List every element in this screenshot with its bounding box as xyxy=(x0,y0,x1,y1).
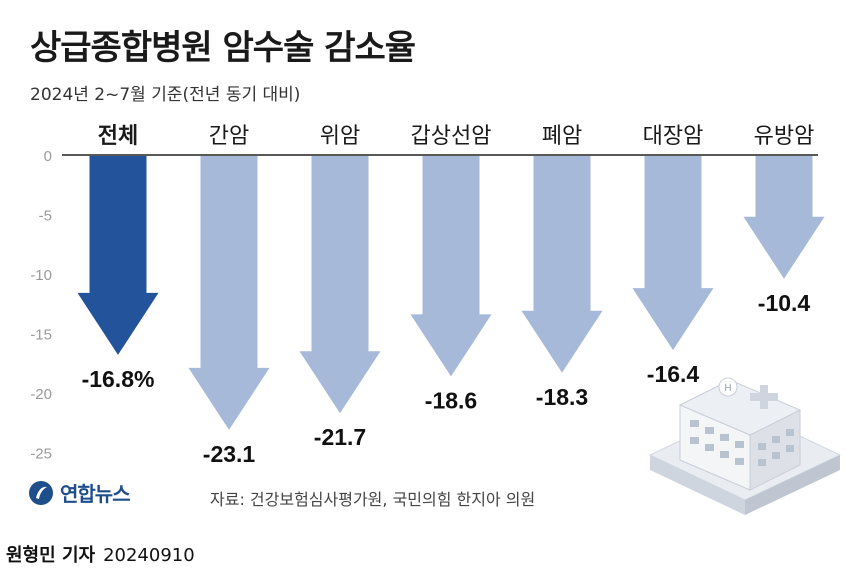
yonhap-logo-icon xyxy=(29,480,53,505)
value-label: -10.4 xyxy=(758,290,811,316)
value-label: -23.1 xyxy=(203,441,256,467)
y-axis: 0 -5 -10 -15 -20 -25 xyxy=(30,148,818,463)
y-tick-label: -10 xyxy=(30,267,52,284)
byline-date: 20240910 xyxy=(103,545,195,566)
value-label: -18.3 xyxy=(536,384,588,410)
y-tick-label: 0 xyxy=(44,148,52,165)
arrow-bar xyxy=(632,156,714,351)
arrow-bar xyxy=(77,156,159,355)
yonhap-logo: 연합뉴스 xyxy=(28,478,131,507)
byline-name: 원형민 기자 xyxy=(6,545,96,566)
source-note: 자료: 건강보험심사평가원, 국민의힘 한지아 의원 xyxy=(210,490,536,509)
page-subtitle: 2024년 2~7월 기준(전년 동기 대비) xyxy=(30,85,301,105)
value-label: -16.4 xyxy=(647,361,700,387)
page-title: 상급종합병원 암수술 감소율 xyxy=(30,28,416,68)
y-tick-label: -5 xyxy=(39,208,52,225)
arrow-bar xyxy=(299,156,381,414)
chart: 0 -5 -10 -15 -20 -25 전체 간암 위암 갑상선암 폐암 대장암 유방암 -16.8… xyxy=(30,124,842,515)
arrow-bar xyxy=(188,156,270,430)
category-labels: 전체 간암 위암 갑상선암 폐암 대장암 유방암 xyxy=(98,124,815,149)
byline: 원형민 기자 20240910 xyxy=(6,541,195,567)
arrow-bar xyxy=(410,156,492,377)
arrow-bars xyxy=(77,156,825,430)
footer-bar xyxy=(0,525,847,575)
category-label: 폐암 xyxy=(542,124,582,149)
value-label: -16.8% xyxy=(82,366,155,392)
category-label: 간암 xyxy=(209,124,249,149)
y-tick-label: -25 xyxy=(30,446,52,463)
value-labels: -16.8% -23.1 -21.7 -18.6 -18.3 -16.4 -10.4 xyxy=(82,290,811,467)
hospital-building-icon: H xyxy=(648,377,842,515)
arrow-bar xyxy=(521,156,603,373)
value-label: -18.6 xyxy=(425,387,477,413)
y-tick-label: -15 xyxy=(30,327,52,344)
category-label: 위암 xyxy=(320,124,360,149)
arrow-bar xyxy=(743,156,825,279)
category-label: 대장암 xyxy=(643,124,704,149)
logo-text: 연합뉴스 xyxy=(60,482,131,506)
category-label: 전체 xyxy=(98,124,138,149)
value-label: -21.7 xyxy=(314,424,366,450)
category-label: 갑상선암 xyxy=(411,124,492,149)
svg-text:H: H xyxy=(724,383,731,394)
y-tick-label: -20 xyxy=(30,386,52,403)
category-label: 유방암 xyxy=(754,124,815,149)
